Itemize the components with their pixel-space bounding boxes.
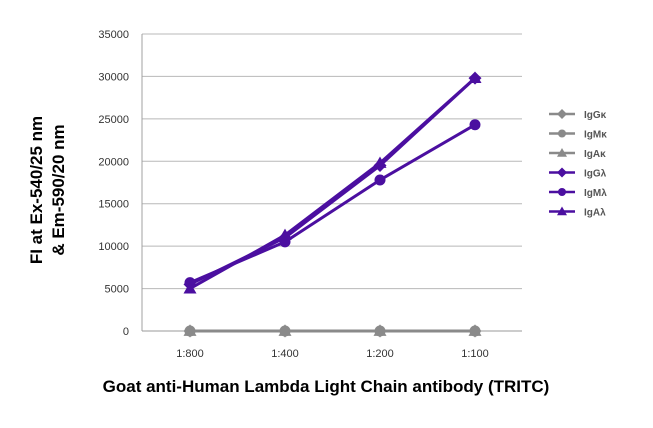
gridlines bbox=[142, 33, 522, 290]
x-tick-label-1:800: 1:800 bbox=[176, 348, 204, 360]
series-6 bbox=[183, 71, 482, 294]
series-4 bbox=[183, 71, 482, 291]
y-axis-title-line-2: & Em-590/20 nm bbox=[49, 124, 68, 255]
y-tick-label-5000: 5000 bbox=[105, 284, 129, 296]
x-tick-label-1:200: 1:200 bbox=[366, 348, 394, 360]
series-line-4 bbox=[189, 77, 477, 286]
legend-marker-2 bbox=[558, 129, 566, 138]
y-tick-label-10000: 10000 bbox=[98, 241, 129, 253]
data-point-6-1:800 bbox=[183, 282, 197, 294]
series bbox=[183, 71, 482, 338]
data-point-3-1:400 bbox=[278, 324, 292, 336]
y-tick-label-30000: 30000 bbox=[98, 71, 129, 83]
x-tick-label-1:400: 1:400 bbox=[271, 348, 299, 360]
legend-entry-3: IgAκ bbox=[549, 148, 606, 160]
y-tick-label-20000: 20000 bbox=[98, 156, 129, 168]
y-tick-label-25000: 25000 bbox=[98, 114, 129, 126]
legend-entry-1: IgGκ bbox=[549, 109, 607, 121]
legend-entry-4: IgGλ bbox=[549, 167, 607, 180]
legend-label-6: IgAλ bbox=[584, 208, 606, 219]
y-axis-title-line-1: FI at Ex-540/25 nm bbox=[27, 116, 46, 264]
legend-marker-6 bbox=[557, 206, 567, 216]
legend-marker-5 bbox=[558, 188, 566, 196]
legend-label-3: IgAκ bbox=[584, 149, 606, 160]
series-line-6 bbox=[189, 77, 476, 290]
y-tick-label-0: 0 bbox=[123, 326, 129, 338]
legend-label-1: IgGκ bbox=[584, 110, 607, 121]
data-point-3-1:200 bbox=[373, 324, 387, 336]
data-point-3-1:100 bbox=[468, 324, 482, 336]
y-tick-label-35000: 35000 bbox=[98, 29, 129, 41]
y-tick-label-15000: 15000 bbox=[98, 199, 129, 211]
legend-entry-2: IgMκ bbox=[549, 129, 607, 141]
axes: 0 5000 10000 15000 20000 25000 30000 35000 1:800… bbox=[98, 29, 522, 360]
legend-label-2: IgMκ bbox=[584, 130, 607, 141]
data-point-6-1:200 bbox=[373, 156, 387, 168]
x-tick-label-1:100: 1:100 bbox=[461, 348, 489, 360]
series-3 bbox=[183, 324, 482, 336]
legend-label-5: IgMλ bbox=[584, 188, 607, 199]
data-point-6-1:100 bbox=[468, 71, 482, 84]
legend-marker-4 bbox=[557, 167, 567, 178]
legend: IgGκ IgMκ IgAκ IgGλ IgMλ IgAλ bbox=[549, 109, 607, 219]
data-point-5-1:200 bbox=[374, 174, 386, 186]
legend-entry-6: IgAλ bbox=[549, 206, 606, 219]
data-point-5-1:100 bbox=[469, 119, 481, 131]
legend-marker-3 bbox=[557, 148, 567, 157]
legend-label-4: IgGλ bbox=[584, 169, 607, 180]
x-axis-title: Goat anti-Human Lambda Light Chain antib… bbox=[103, 377, 550, 396]
legend-entry-5: IgMλ bbox=[549, 188, 607, 199]
legend-marker-1 bbox=[557, 109, 567, 119]
data-point-3-1:800 bbox=[183, 324, 197, 336]
data-point-6-1:400 bbox=[278, 228, 292, 240]
